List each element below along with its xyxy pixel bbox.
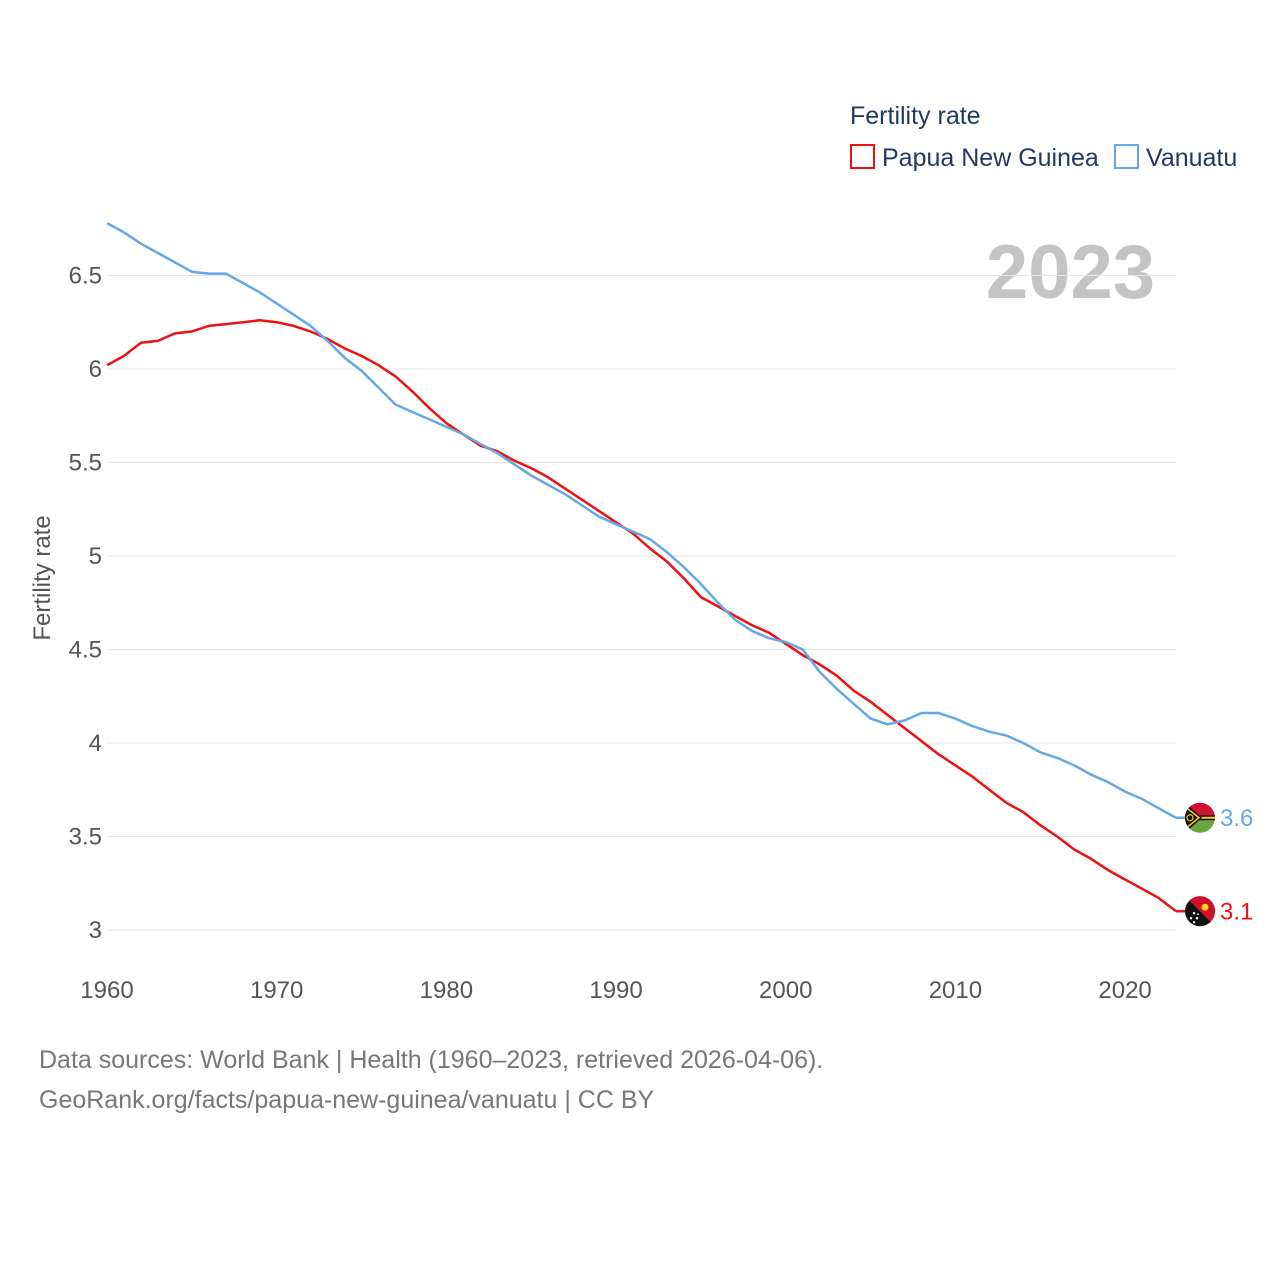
series-line-papua-new-guinea	[106, 319, 1177, 913]
legend-swatch-vanuatu	[1114, 144, 1139, 169]
y-tick-label: 6	[89, 356, 102, 383]
y-tick-label: 5	[89, 543, 102, 570]
x-axis: 1960 1970 1980 1990 2000 2010 2020	[80, 977, 1151, 1004]
end-value-label-vanuatu: 3.6	[1220, 805, 1253, 832]
footer-link[interactable]: GeoRank.org/facts/papua-new-guinea/vanua…	[39, 1086, 655, 1114]
y-tick-label: 6.5	[69, 262, 102, 289]
x-tick-label: 2010	[929, 977, 982, 1004]
y-tick-label: 3.5	[69, 823, 102, 850]
papua-new-guinea-flag-icon	[1185, 896, 1215, 927]
y-tick-label: 4.5	[69, 636, 102, 663]
y-axis-label: Fertility rate	[29, 515, 56, 640]
footer: Data sources: World Bank | Health (1960–…	[39, 1046, 823, 1114]
legend: Fertility rate Papua New Guinea Vanuatu	[850, 102, 1237, 172]
series-line-vanuatu	[106, 222, 1177, 819]
x-tick-label: 1970	[250, 977, 303, 1004]
y-tick-label: 4	[89, 730, 102, 757]
year-watermark: 2023	[986, 230, 1155, 315]
x-tick-label: 2020	[1098, 977, 1151, 1004]
x-tick-label: 1960	[80, 977, 133, 1004]
legend-swatch-papua-new-guinea	[850, 144, 875, 169]
y-tick-label: 5.5	[69, 449, 102, 476]
y-tick-label: 3	[89, 917, 102, 944]
legend-label-papua-new-guinea: Papua New Guinea	[882, 144, 1099, 172]
series-lines	[106, 222, 1177, 913]
end-value-label-papua-new-guinea: 3.1	[1220, 898, 1253, 925]
legend-item-papua-new-guinea[interactable]: Papua New Guinea	[850, 144, 1099, 172]
legend-item-vanuatu[interactable]: Vanuatu	[1114, 144, 1237, 172]
legend-title: Fertility rate	[850, 102, 981, 130]
x-tick-label: 1980	[420, 977, 473, 1004]
x-tick-label: 1990	[589, 977, 642, 1004]
legend-label-vanuatu: Vanuatu	[1146, 144, 1237, 172]
vanuatu-flag-icon	[1185, 802, 1215, 833]
x-tick-label: 2000	[759, 977, 812, 1004]
footer-sources: Data sources: World Bank | Health (1960–…	[39, 1046, 823, 1074]
gridlines	[107, 274, 1176, 931]
y-axis: 3 3.5 4 4.5 5 5.5 6 6.5	[69, 262, 102, 944]
